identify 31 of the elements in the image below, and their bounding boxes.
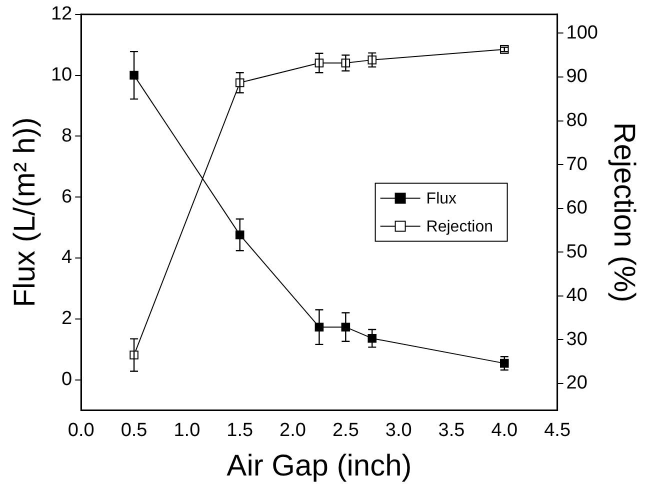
y2-tick-label: 20 bbox=[566, 372, 588, 394]
legend-label: Flux bbox=[426, 190, 457, 208]
y2-tick-label: 90 bbox=[566, 66, 588, 88]
legend-label: Rejection bbox=[426, 218, 493, 236]
x-tick-label: 2.0 bbox=[280, 420, 306, 441]
x-tick-label: 2.5 bbox=[332, 420, 359, 441]
x-axis-title: Air Gap (inch) bbox=[226, 449, 412, 482]
x-tick-label: 0.5 bbox=[120, 420, 148, 441]
y-axis-title: Flux (L/(m² h)) bbox=[8, 117, 42, 308]
x-tick-label: 3.5 bbox=[438, 420, 465, 441]
x-tick-label: 4.5 bbox=[544, 420, 571, 441]
y2-tick-label: 70 bbox=[566, 154, 588, 175]
y2-tick-label: 40 bbox=[566, 285, 588, 306]
x-tick-label: 3.0 bbox=[385, 420, 412, 441]
x-tick-label: 1.0 bbox=[174, 420, 200, 441]
y2-axis-title: Rejection (%) bbox=[608, 122, 641, 302]
x-tick-label: 1.5 bbox=[226, 420, 254, 441]
y-tick-label: 4 bbox=[62, 247, 73, 268]
y2-tick-label: 100 bbox=[566, 22, 598, 44]
y2-tick-label: 60 bbox=[566, 198, 588, 219]
x-tick-label: 4.0 bbox=[491, 420, 518, 441]
y2-tick-label: 30 bbox=[566, 328, 588, 350]
y-tick-label: 2 bbox=[62, 308, 72, 330]
y-tick-label: 0 bbox=[62, 368, 72, 390]
y-tick-label: 12 bbox=[50, 4, 72, 25]
y-tick-label: 8 bbox=[62, 125, 72, 146]
y2-tick-label: 50 bbox=[566, 241, 588, 262]
y-tick-label: 6 bbox=[62, 186, 72, 208]
y2-tick-label: 80 bbox=[566, 110, 588, 132]
y-tick-label: 10 bbox=[50, 64, 72, 86]
x-tick-label: 0.0 bbox=[68, 420, 94, 441]
